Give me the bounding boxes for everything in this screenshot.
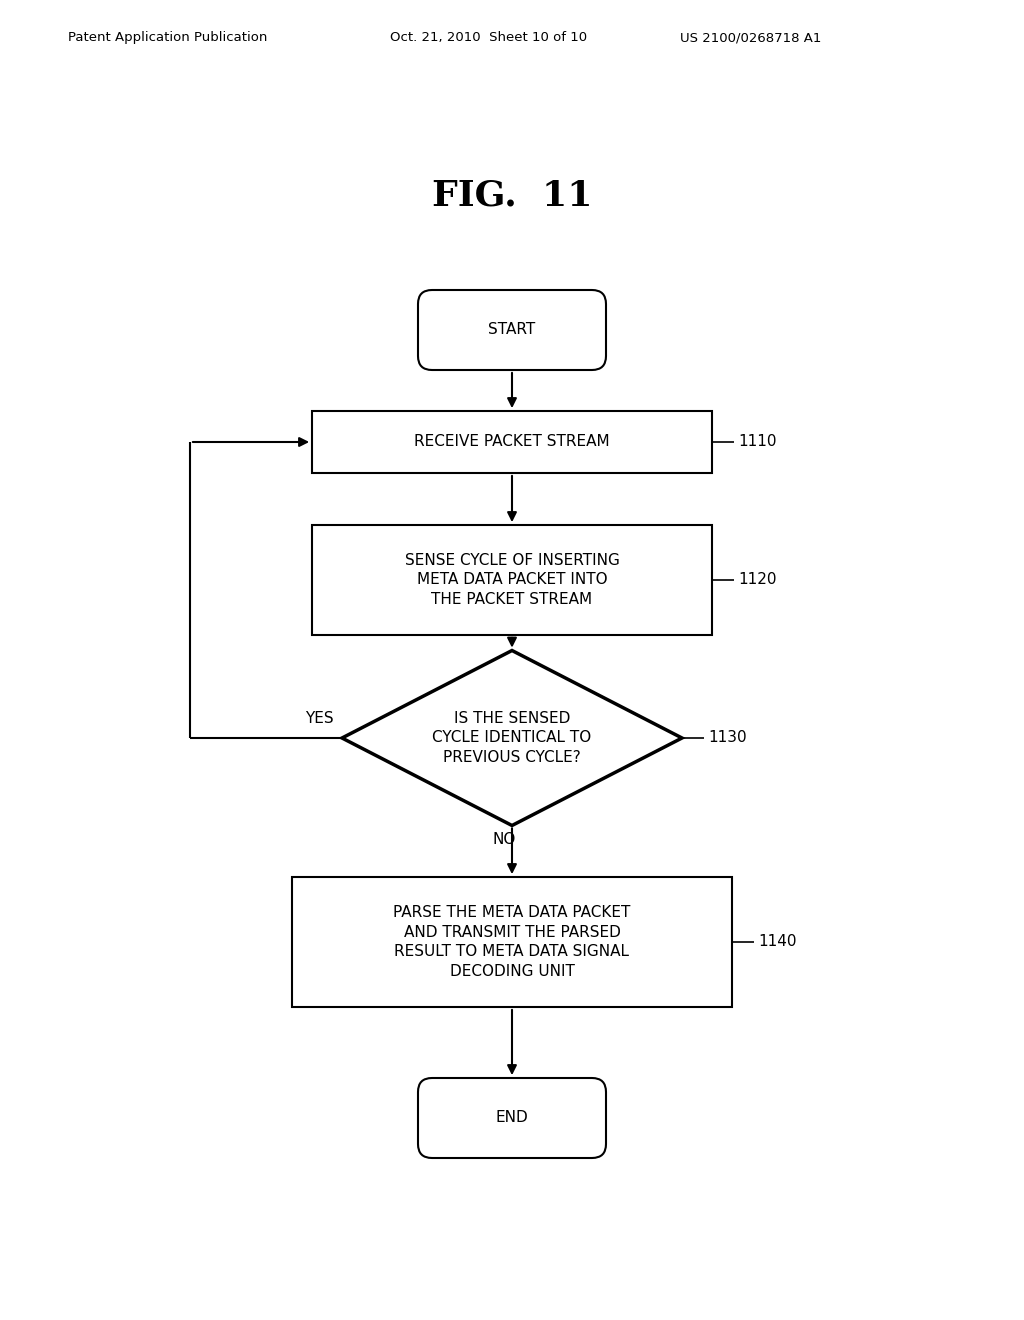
Text: IS THE SENSED
CYCLE IDENTICAL TO
PREVIOUS CYCLE?: IS THE SENSED CYCLE IDENTICAL TO PREVIOU… bbox=[432, 710, 592, 766]
Text: US 2100/0268718 A1: US 2100/0268718 A1 bbox=[680, 32, 821, 45]
FancyBboxPatch shape bbox=[418, 1078, 606, 1158]
Text: RECEIVE PACKET STREAM: RECEIVE PACKET STREAM bbox=[414, 434, 610, 450]
Text: SENSE CYCLE OF INSERTING
META DATA PACKET INTO
THE PACKET STREAM: SENSE CYCLE OF INSERTING META DATA PACKE… bbox=[404, 553, 620, 607]
Bar bbox=[312, 411, 712, 473]
FancyBboxPatch shape bbox=[418, 290, 606, 370]
Text: START: START bbox=[488, 322, 536, 338]
Text: END: END bbox=[496, 1110, 528, 1126]
Text: 1120: 1120 bbox=[738, 573, 776, 587]
Bar bbox=[292, 876, 732, 1007]
Text: NO: NO bbox=[493, 832, 516, 846]
Text: YES: YES bbox=[305, 711, 334, 726]
Polygon shape bbox=[342, 651, 682, 825]
Text: 1130: 1130 bbox=[708, 730, 746, 746]
Text: Oct. 21, 2010  Sheet 10 of 10: Oct. 21, 2010 Sheet 10 of 10 bbox=[390, 32, 587, 45]
Bar bbox=[312, 525, 712, 635]
Text: FIG.  11: FIG. 11 bbox=[432, 178, 592, 213]
Text: 1110: 1110 bbox=[738, 434, 776, 450]
Text: Patent Application Publication: Patent Application Publication bbox=[68, 32, 267, 45]
Text: PARSE THE META DATA PACKET
AND TRANSMIT THE PARSED
RESULT TO META DATA SIGNAL
DE: PARSE THE META DATA PACKET AND TRANSMIT … bbox=[393, 904, 631, 979]
Text: 1140: 1140 bbox=[758, 935, 797, 949]
